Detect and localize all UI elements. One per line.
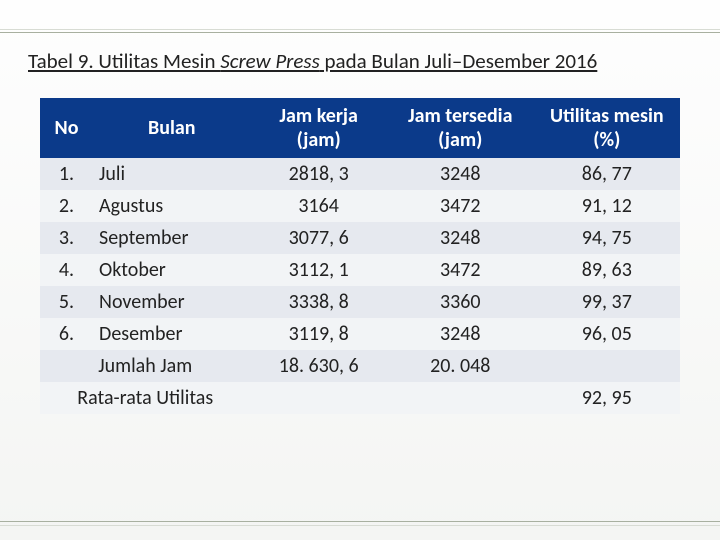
table-row-rata: Rata-rata Utilitas 92, 95 (40, 382, 680, 414)
cell-jam-tersedia: 3472 (387, 190, 534, 222)
cell-jumlah-label: Jumlah Jam (40, 350, 250, 382)
cell-jumlah-jk: 18. 630, 6 (250, 350, 386, 382)
cell-bulan: Desember (93, 318, 250, 350)
table-row: 3. September 3077, 6 3248 94, 75 (40, 222, 680, 254)
cell-rata-label: Rata-rata Utilitas (40, 382, 250, 414)
cell-no: 5. (40, 286, 93, 318)
table-row: 6. Desember 3119, 8 3248 96, 05 (40, 318, 680, 350)
table-row: 1. Juli 2818, 3 3248 86, 77 (40, 158, 680, 190)
cell-bulan: Oktober (93, 254, 250, 286)
cell-no: 6. (40, 318, 93, 350)
cell-rata-um: 92, 95 (534, 382, 680, 414)
utilitas-table: No Bulan Jam kerja (jam) Jam tersedia (j… (40, 98, 680, 414)
cell-bulan: Agustus (93, 190, 250, 222)
cell-utilitas: 86, 77 (534, 158, 680, 190)
col-header-jam-tersedia-l1: Jam tersedia (391, 104, 530, 128)
cell-jumlah-jt: 20. 048 (387, 350, 534, 382)
col-header-jam-tersedia: Jam tersedia (jam) (387, 98, 534, 158)
table-row: 5. November 3338, 8 3360 99, 37 (40, 286, 680, 318)
cell-jam-kerja: 3119, 8 (250, 318, 386, 350)
cell-utilitas: 96, 05 (534, 318, 680, 350)
col-header-jam-tersedia-l2: (jam) (391, 128, 530, 152)
cell-utilitas: 94, 75 (534, 222, 680, 254)
cell-no: 1. (40, 158, 93, 190)
table-caption: Tabel 9. Utilitas Mesin Screw Press pada… (28, 48, 597, 74)
col-header-no: No (40, 98, 93, 158)
col-header-jam-kerja-l1: Jam kerja (254, 104, 382, 128)
cell-utilitas: 99, 37 (534, 286, 680, 318)
cell-bulan: September (93, 222, 250, 254)
cell-jam-tersedia: 3472 (387, 254, 534, 286)
cell-bulan: November (93, 286, 250, 318)
col-header-bulan: Bulan (93, 98, 250, 158)
decorative-bottom-rule (0, 521, 720, 522)
cell-jam-tersedia: 3360 (387, 286, 534, 318)
col-header-utilitas-l1: Utilitas mesin (538, 104, 676, 128)
cell-no: 4. (40, 254, 93, 286)
col-header-jam-kerja-l2: (jam) (254, 128, 382, 152)
cell-no: 3. (40, 222, 93, 254)
col-header-utilitas-l2: (%) (538, 128, 676, 152)
cell-jam-tersedia: 3248 (387, 158, 534, 190)
cell-no: 2. (40, 190, 93, 222)
cell-jam-kerja: 3077, 6 (250, 222, 386, 254)
cell-bulan: Juli (93, 158, 250, 190)
cell-jam-kerja: 3338, 8 (250, 286, 386, 318)
cell-rata-jt (387, 382, 534, 414)
table-header-row: No Bulan Jam kerja (jam) Jam tersedia (j… (40, 98, 680, 158)
table-row: 2. Agustus 3164 3472 91, 12 (40, 190, 680, 222)
decorative-top-rule (0, 32, 720, 33)
col-header-jam-kerja: Jam kerja (jam) (250, 98, 386, 158)
cell-utilitas: 89, 63 (534, 254, 680, 286)
caption-suffix: pada Bulan Juli–Desember 2016 (320, 48, 598, 74)
cell-jam-tersedia: 3248 (387, 318, 534, 350)
cell-jam-kerja: 2818, 3 (250, 158, 386, 190)
caption-italic: Screw Press (220, 48, 320, 74)
col-header-utilitas: Utilitas mesin (%) (534, 98, 680, 158)
cell-jumlah-um (534, 350, 680, 382)
cell-jam-tersedia: 3248 (387, 222, 534, 254)
cell-utilitas: 91, 12 (534, 190, 680, 222)
caption-prefix: Tabel 9. Utilitas Mesin (28, 48, 220, 74)
cell-jam-kerja: 3164 (250, 190, 386, 222)
table-row: 4. Oktober 3112, 1 3472 89, 63 (40, 254, 680, 286)
table-row-jumlah: Jumlah Jam 18. 630, 6 20. 048 (40, 350, 680, 382)
cell-rata-jk (250, 382, 386, 414)
cell-jam-kerja: 3112, 1 (250, 254, 386, 286)
